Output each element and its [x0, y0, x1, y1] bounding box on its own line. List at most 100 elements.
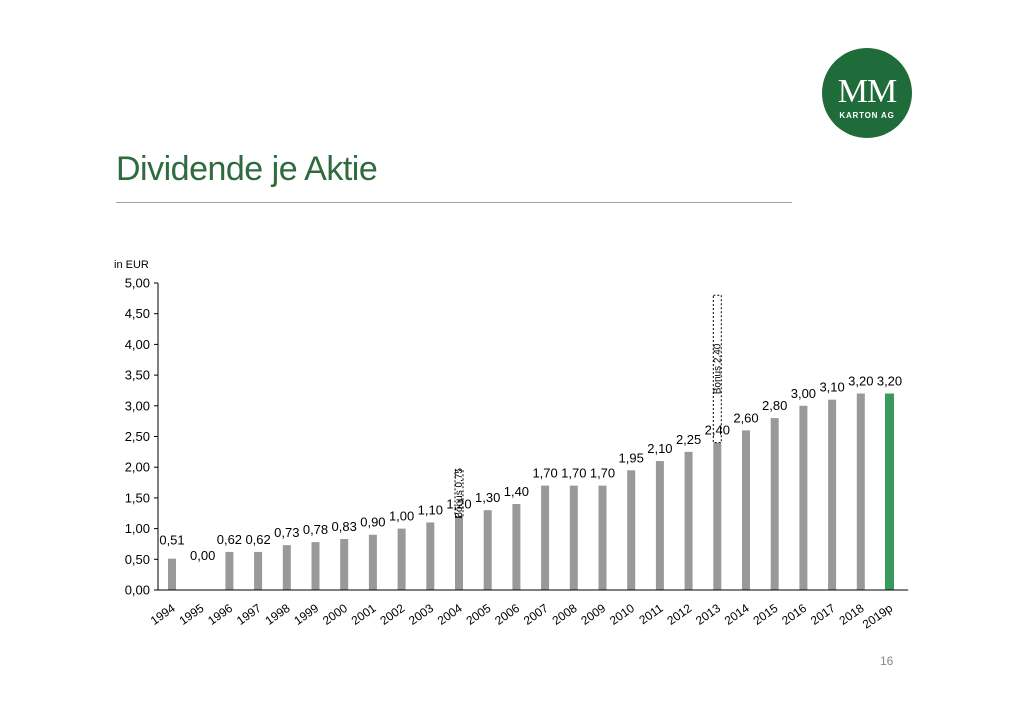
x-tick-label: 2002 — [377, 601, 407, 628]
page-title: Dividende je Aktie — [116, 150, 378, 188]
y-tick-label: 1,50 — [125, 490, 150, 505]
bar — [282, 545, 291, 590]
bar — [627, 470, 636, 590]
data-label: 1,20 — [446, 496, 471, 511]
x-tick-label: 1996 — [205, 601, 235, 628]
y-tick-label: 2,00 — [125, 460, 150, 475]
data-label: 0,00 — [190, 548, 215, 563]
data-label: 1,95 — [619, 450, 644, 465]
data-label: 0,51 — [159, 533, 184, 548]
bar — [655, 461, 664, 590]
x-tick-label: 2016 — [779, 601, 809, 628]
x-tick-label: 2012 — [664, 601, 694, 628]
y-axis-label: in EUR — [114, 259, 149, 271]
x-tick-label: 2017 — [808, 601, 838, 628]
data-label: 1,30 — [475, 490, 500, 505]
x-tick-label: 2004 — [435, 601, 465, 628]
x-tick-label: 1994 — [148, 601, 178, 628]
data-label: 0,62 — [217, 532, 242, 547]
x-tick-label: 1999 — [291, 601, 321, 628]
bar — [397, 528, 406, 590]
x-tick-label: 2007 — [521, 601, 551, 628]
logo-sub-text: KARTON AG — [839, 111, 894, 120]
bar — [828, 399, 837, 590]
data-label: 1,40 — [504, 484, 529, 499]
x-tick-label: 2015 — [751, 601, 781, 628]
bar — [483, 510, 492, 590]
y-tick-label: 3,00 — [125, 398, 150, 413]
bar — [512, 504, 521, 590]
data-label: 0,73 — [274, 525, 299, 540]
bar — [770, 418, 779, 590]
y-tick-label: 4,50 — [125, 306, 150, 321]
x-tick-label: 2010 — [607, 601, 637, 628]
bar — [541, 485, 550, 590]
bar — [799, 405, 808, 590]
y-tick-label: 0,00 — [125, 583, 150, 598]
x-tick-label: 1997 — [234, 601, 264, 628]
x-tick-label: 2001 — [349, 601, 379, 628]
bar — [426, 522, 435, 590]
page-number: 16 — [880, 654, 894, 668]
bar — [340, 539, 349, 590]
title-divider — [116, 202, 792, 203]
bonus-box — [454, 469, 464, 517]
bar — [455, 516, 463, 590]
x-tick-label: 2014 — [722, 601, 752, 628]
x-tick-label: 2013 — [693, 601, 723, 628]
data-label: 3,00 — [791, 386, 816, 401]
bar-series — [168, 393, 894, 590]
y-tick-label: 5,00 — [125, 276, 150, 291]
bonus-annotations: Bonus 0,75 Bonus 2,40 — [454, 294, 723, 519]
data-label: 1,00 — [389, 509, 414, 524]
data-label: 3,10 — [819, 380, 844, 395]
x-axis: 1994199519961997199819992000200120022003… — [148, 589, 909, 632]
bar — [856, 393, 865, 590]
x-tick-label: 2000 — [320, 601, 350, 628]
bar — [885, 393, 894, 590]
data-label: 0,83 — [332, 519, 357, 534]
x-tick-label: 2009 — [578, 601, 608, 628]
bonus-label: Bonus 2,40 — [712, 343, 723, 394]
bar — [684, 451, 693, 590]
bonus-box — [712, 294, 722, 444]
logo-main-text: MM — [838, 73, 897, 110]
data-labels: 0,510,000,62 0,62 0,73 0,78 0,83 0,90 1,00 1,10… — [159, 374, 902, 563]
data-label: 3,20 — [877, 374, 902, 389]
y-tick-label: 0,50 — [125, 552, 150, 567]
bar — [254, 551, 263, 590]
data-label: 3,20 — [848, 374, 873, 389]
y-tick-label: 3,50 — [125, 368, 150, 383]
company-logo: MM KARTON AG — [822, 48, 912, 138]
data-label: 1,70 — [532, 466, 557, 481]
bar — [311, 542, 320, 590]
data-label: 1,10 — [418, 502, 443, 517]
y-tick-label: 2,50 — [125, 429, 150, 444]
y-tick-label: 4,00 — [125, 337, 150, 352]
data-label: 0,78 — [303, 522, 328, 537]
data-label: 1,70 — [561, 466, 586, 481]
bar — [168, 558, 176, 590]
y-axis: 0,00 0,50 1,00 1,50 2,00 2,50 3,00 3,50 4,00 4,50… — [125, 276, 159, 598]
data-label: 2,80 — [762, 398, 787, 413]
x-tick-label: 2008 — [550, 601, 580, 628]
data-label: 0,62 — [245, 532, 270, 547]
data-label: 2,10 — [647, 441, 672, 456]
bar — [598, 485, 607, 590]
x-tick-label: 2003 — [406, 601, 436, 628]
bar — [368, 534, 377, 590]
x-tick-label: 1995 — [177, 601, 207, 628]
x-tick-label: 2005 — [464, 601, 494, 628]
x-tick-label: 2011 — [636, 601, 665, 627]
data-label: 2,60 — [733, 410, 758, 425]
data-label: 1,70 — [590, 466, 615, 481]
bar — [742, 430, 750, 590]
bar — [225, 551, 234, 590]
bar — [713, 442, 722, 590]
x-tick-label: 2006 — [492, 601, 522, 628]
data-label: 0,90 — [360, 515, 385, 530]
x-tick-label: 1998 — [263, 601, 293, 628]
bar — [569, 485, 578, 590]
data-label: 2,25 — [676, 432, 701, 447]
